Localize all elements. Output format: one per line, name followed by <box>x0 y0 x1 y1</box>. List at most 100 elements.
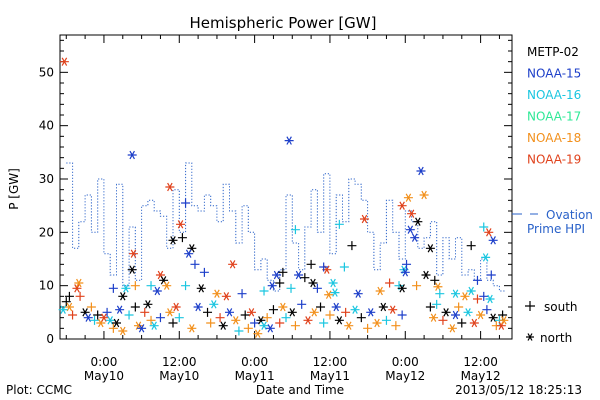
data-point-metp-02-north <box>80 308 90 317</box>
data-point-noaa-18-north <box>447 324 457 333</box>
legend-entry-noaa-19: NOAA-19 <box>527 153 581 167</box>
data-point-noaa-18-south <box>262 313 272 323</box>
data-point-noaa-15-south <box>108 283 118 293</box>
data-point-noaa-19-north <box>99 313 109 322</box>
data-point-metp-02-north <box>334 316 344 325</box>
data-point-metp-02-north <box>187 244 197 253</box>
data-point-noaa-16-south <box>334 219 344 229</box>
y-tick-label: 40 <box>39 119 54 133</box>
data-point-noaa-15-north <box>294 270 304 280</box>
data-point-noaa-16-north <box>463 308 473 317</box>
data-point-noaa-16-south <box>479 222 489 232</box>
data-point-metp-02-north <box>421 270 431 280</box>
data-point-metp-02-north <box>308 278 318 288</box>
data-point-noaa-18-north <box>231 316 241 325</box>
data-point-noaa-19-south <box>68 310 78 320</box>
data-point-noaa-18-south <box>363 323 373 333</box>
data-point-metp-02-north <box>413 217 423 226</box>
data-point-noaa-15-south <box>486 270 496 280</box>
data-point-noaa-16-north <box>121 284 131 293</box>
x-tick-time-label: 12:00 <box>162 355 197 369</box>
data-point-metp-02-north <box>378 302 388 312</box>
data-point-noaa-16-south <box>124 310 134 320</box>
data-point-metp-02-north <box>488 313 498 322</box>
data-point-metp-02-north <box>218 321 228 330</box>
data-point-noaa-19-north <box>303 316 313 325</box>
data-point-metp-02-south <box>457 318 467 328</box>
y-tick-label: 20 <box>39 225 54 239</box>
ovation-hpi-series <box>66 162 506 292</box>
data-point-metp-02-south <box>306 259 316 269</box>
data-point-noaa-15-south <box>190 259 200 269</box>
data-point-noaa-19-north <box>246 308 256 317</box>
data-point-noaa-18-north <box>212 289 222 298</box>
data-point-metp-02-south <box>93 310 103 320</box>
data-point-noaa-18-south <box>130 281 140 291</box>
data-point-noaa-19-north <box>484 228 494 237</box>
data-point-noaa-18-north <box>499 316 509 325</box>
legend-north-label: north <box>540 331 572 345</box>
y-tick-label: 10 <box>39 279 54 293</box>
data-point-metp-02-north <box>168 236 178 245</box>
plot-area <box>59 34 513 340</box>
data-point-noaa-16-north <box>330 288 340 297</box>
data-point-noaa-18-north <box>278 302 288 312</box>
legend-entry-noaa-18: NOAA-18 <box>527 131 581 145</box>
legend-entry-noaa-15: NOAA-15 <box>527 67 581 81</box>
data-point-noaa-19-south <box>275 318 285 328</box>
data-point-noaa-16-south <box>259 286 269 296</box>
y-tick-label: 30 <box>39 172 54 186</box>
plot-timestamp: 2013/05/12 18:25:13 <box>455 383 582 397</box>
data-point-metp-02-south <box>425 302 435 312</box>
data-point-noaa-18-north <box>403 193 413 202</box>
data-point-noaa-18-south <box>243 323 253 333</box>
data-point-metp-02-south <box>430 275 440 285</box>
x-tick-time-label: 12:00 <box>313 355 348 369</box>
data-point-noaa-18-north <box>460 292 470 301</box>
data-point-metp-02-south <box>268 305 278 315</box>
plot-credit: Plot: CCMC <box>6 383 72 397</box>
data-point-noaa-19-north <box>221 292 231 301</box>
data-point-noaa-19-north <box>59 57 69 66</box>
data-point-noaa-15-south <box>297 299 307 309</box>
data-point-noaa-18-north <box>419 190 429 200</box>
ovation-hpi-line <box>66 162 506 292</box>
data-point-metp-02-south <box>240 310 250 320</box>
data-point-noaa-18-south <box>146 315 156 325</box>
data-point-metp-02-north <box>287 308 297 317</box>
data-point-noaa-16-north <box>209 300 219 309</box>
data-point-metp-02-north <box>425 244 435 253</box>
legend: METP-02 NOAA-15 NOAA-16 NOAA-17 NOAA-18 NOAA-… <box>512 45 593 345</box>
data-point-noaa-15-south <box>155 313 165 323</box>
data-point-noaa-16-north <box>466 286 476 296</box>
data-point-noaa-15-north <box>152 286 162 296</box>
data-point-noaa-15-north <box>267 281 277 290</box>
data-point-noaa-18-north <box>324 290 334 299</box>
data-point-metp-02-south <box>64 291 74 301</box>
data-point-noaa-16-south <box>286 283 296 293</box>
data-point-metp-02-south <box>275 278 285 288</box>
y-tick-label: 0 <box>46 332 54 346</box>
data-point-noaa-19-south <box>438 315 448 325</box>
data-point-noaa-15-south <box>102 307 112 317</box>
data-point-noaa-19-north <box>496 321 506 330</box>
data-point-noaa-15-south <box>482 305 492 315</box>
data-point-noaa-18-south <box>454 302 464 312</box>
scatter-points <box>58 57 509 338</box>
data-point-noaa-16-south <box>281 313 291 323</box>
data-point-noaa-18-north <box>118 326 128 336</box>
data-point-noaa-18-north <box>64 302 74 312</box>
data-point-noaa-15-north <box>488 236 498 245</box>
data-point-noaa-18-north <box>344 321 354 330</box>
data-point-noaa-16-south <box>290 225 300 235</box>
data-point-metp-02-south <box>130 302 140 312</box>
data-point-metp-02-south <box>177 233 187 243</box>
data-point-noaa-18-north <box>309 308 319 317</box>
data-point-noaa-19-south <box>341 307 351 317</box>
data-point-noaa-15-south <box>199 267 209 277</box>
data-point-noaa-18-south <box>206 318 216 328</box>
data-point-metp-02-south <box>278 267 288 277</box>
data-point-noaa-19-north <box>388 305 398 314</box>
data-point-noaa-15-north <box>400 268 410 277</box>
data-point-metp-02-south <box>61 297 71 307</box>
